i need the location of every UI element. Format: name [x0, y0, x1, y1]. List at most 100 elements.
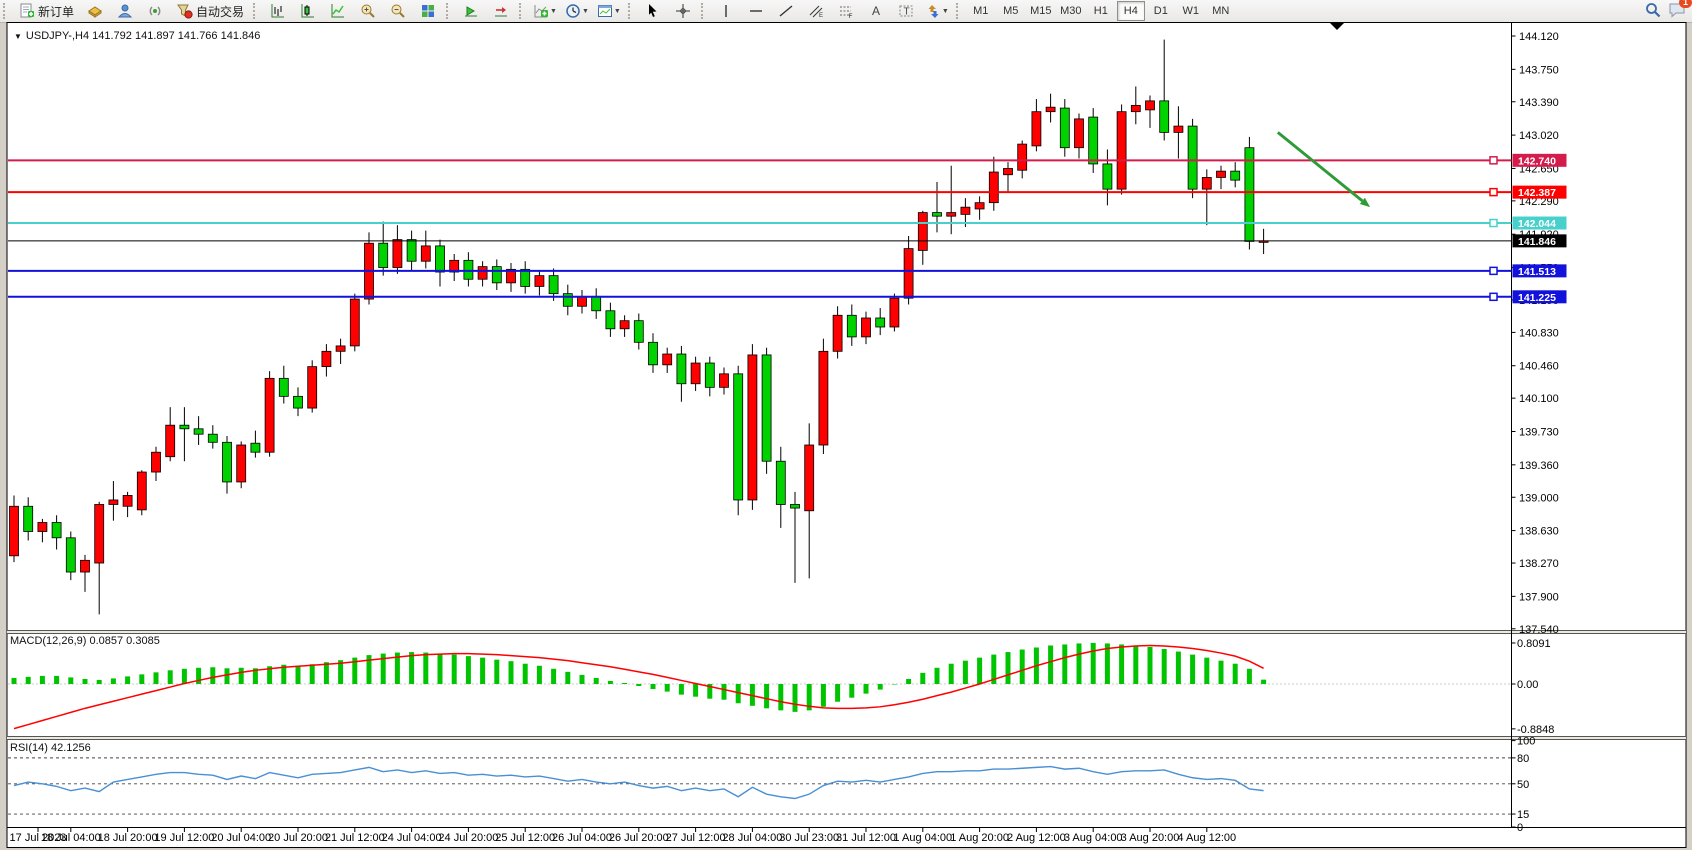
trendline-button[interactable] [772, 0, 800, 22]
cursor-button[interactable] [639, 0, 667, 22]
price-tick-label: 137.900 [1519, 591, 1559, 603]
candle-bearish [491, 266, 502, 284]
autotrading-button[interactable]: 自动交易 [171, 0, 249, 22]
vertical-line-button[interactable] [712, 0, 740, 22]
text-label-button[interactable]: T [892, 0, 920, 22]
macd-tick-label: 0.00 [1517, 679, 1538, 691]
horizontal-line-button[interactable] [742, 0, 770, 22]
arrow-annotation-head[interactable] [1359, 197, 1371, 208]
candle-bullish [1074, 118, 1084, 149]
tab-timeframe-m15[interactable]: M15 [1030, 5, 1052, 17]
date-label: 3 Aug 20:00 [1121, 832, 1180, 844]
toolbar-grip[interactable] [627, 3, 635, 19]
crosshair-button[interactable] [669, 0, 697, 22]
toolbar-grip[interactable] [955, 3, 963, 19]
chart-shift-button[interactable] [487, 0, 515, 22]
tab-timeframe-mn[interactable]: MN [1212, 5, 1230, 17]
templates-button[interactable]: ▼ [594, 0, 624, 22]
bar-chart-button[interactable] [264, 0, 292, 22]
pane-separator[interactable] [7, 736, 1686, 740]
arrows-button[interactable]: ▼ [922, 0, 952, 22]
search-icon[interactable] [1644, 1, 1662, 22]
candle-bullish [321, 350, 332, 368]
text-button[interactable]: A [862, 0, 890, 22]
notifications-chat-button[interactable]: 1 [1668, 0, 1692, 21]
toolbar-grip[interactable] [253, 3, 260, 19]
window-divider-marker[interactable] [1330, 23, 1344, 30]
tab-timeframe-d1[interactable]: D1 [1153, 5, 1168, 17]
zoom-out-button[interactable] [384, 0, 412, 22]
indicators-button[interactable]: ▼ [530, 0, 560, 22]
svg-text:A: A [872, 4, 880, 18]
chart-canvas[interactable]: 144.120143.750143.390143.020142.650142.2… [0, 22, 1692, 850]
candle-bearish [1059, 107, 1070, 149]
line-anchor-marker[interactable] [1489, 187, 1498, 197]
candle-bullish [903, 248, 914, 299]
fibonacci-button[interactable]: F [832, 0, 860, 22]
trendline-icon [778, 3, 794, 19]
line-price-label-text: 142.740 [1518, 155, 1556, 167]
chart-title-text: USDJPY-,H4 141.792 141.897 141.766 141.8… [25, 30, 261, 42]
candle-bearish [548, 275, 559, 295]
candle-bearish [1159, 100, 1170, 133]
candle-bullish [1216, 170, 1226, 178]
candle-bearish [605, 310, 616, 330]
candle-bullish [619, 320, 630, 330]
candle-bullish [534, 275, 545, 287]
new-order-button[interactable]: 新订单 [14, 0, 79, 22]
timeframe-toolbar: M1 M5 M15 M30 H1 H4 D1 W1 MN [966, 1, 1236, 21]
candle-bearish [648, 341, 658, 366]
line-anchor-marker[interactable] [1489, 266, 1498, 276]
current-price-label-text: 141.846 [1518, 236, 1556, 248]
tab-timeframe-m5[interactable]: M5 [1003, 5, 1019, 17]
pane-separator[interactable] [7, 630, 1686, 634]
auto-scroll-button[interactable] [457, 0, 485, 22]
arrow-annotation[interactable] [1276, 131, 1364, 203]
chart-window-frame [6, 22, 1687, 848]
macd-tick-label: -0.8848 [1517, 724, 1554, 736]
price-tick-label: 139.360 [1519, 460, 1559, 472]
periods-button[interactable]: ▼ [562, 0, 592, 22]
bar-chart-icon [270, 3, 286, 19]
candle-bullish [818, 350, 829, 446]
line-anchor-marker[interactable] [1489, 292, 1498, 302]
toolbar-grip[interactable] [446, 3, 453, 19]
macd-indicator-label: MACD(12,26,9) 0.0857 0.3085 [10, 635, 160, 647]
horizontal-line-icon [748, 3, 764, 19]
chevron-down-icon: ▼ [613, 7, 621, 15]
candle-bearish [293, 395, 303, 409]
date-label: 26 Jul 20:00 [609, 832, 669, 844]
date-label: 20 Jul 04:00 [211, 832, 271, 844]
channel-icon: E [808, 3, 824, 19]
tab-timeframe-w1[interactable]: W1 [1182, 5, 1200, 17]
arrows-icon [925, 3, 941, 19]
line-anchor-marker[interactable] [1489, 218, 1498, 228]
tab-timeframe-m1[interactable]: M1 [973, 5, 989, 17]
metaeditor-button[interactable] [81, 0, 109, 22]
rsi-tick-label: 0 [1517, 822, 1523, 834]
toolbar-grip[interactable] [3, 3, 10, 19]
rsi-tick-label: 50 [1517, 779, 1529, 791]
zoom-in-button[interactable] [354, 0, 382, 22]
tile-windows-button[interactable] [414, 0, 442, 22]
tab-timeframe-m30[interactable]: M30 [1060, 5, 1082, 17]
chart-title: ▼ USDJPY-,H4 141.792 141.897 141.766 141.… [14, 30, 260, 42]
line-price-label [1512, 216, 1567, 230]
tab-timeframe-h4[interactable]: H4 [1116, 1, 1145, 21]
candle-bullish [1031, 111, 1042, 147]
toolbar-grip[interactable] [519, 3, 526, 19]
profile-button[interactable] [111, 0, 139, 22]
signals-button[interactable] [141, 0, 169, 22]
candle-bullish [946, 212, 957, 217]
line-chart-button[interactable] [324, 0, 352, 22]
price-tick-label: 143.750 [1519, 64, 1559, 76]
candlestick-button[interactable] [294, 0, 322, 22]
line-anchor-marker[interactable] [1489, 156, 1498, 165]
tab-timeframe-h1[interactable]: H1 [1093, 5, 1108, 17]
candle-bullish [136, 471, 147, 511]
candle-bearish [1244, 147, 1255, 242]
equidistant-channel-button[interactable]: E [802, 0, 830, 22]
chart-dropdown-icon[interactable]: ▼ [14, 32, 22, 41]
toolbar-grip[interactable] [700, 3, 708, 19]
chart-shift-icon [493, 3, 509, 19]
